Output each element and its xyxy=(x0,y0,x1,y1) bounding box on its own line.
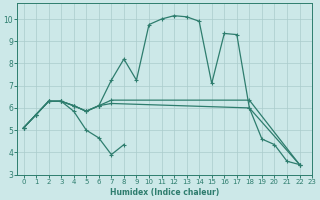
X-axis label: Humidex (Indice chaleur): Humidex (Indice chaleur) xyxy=(110,188,219,197)
